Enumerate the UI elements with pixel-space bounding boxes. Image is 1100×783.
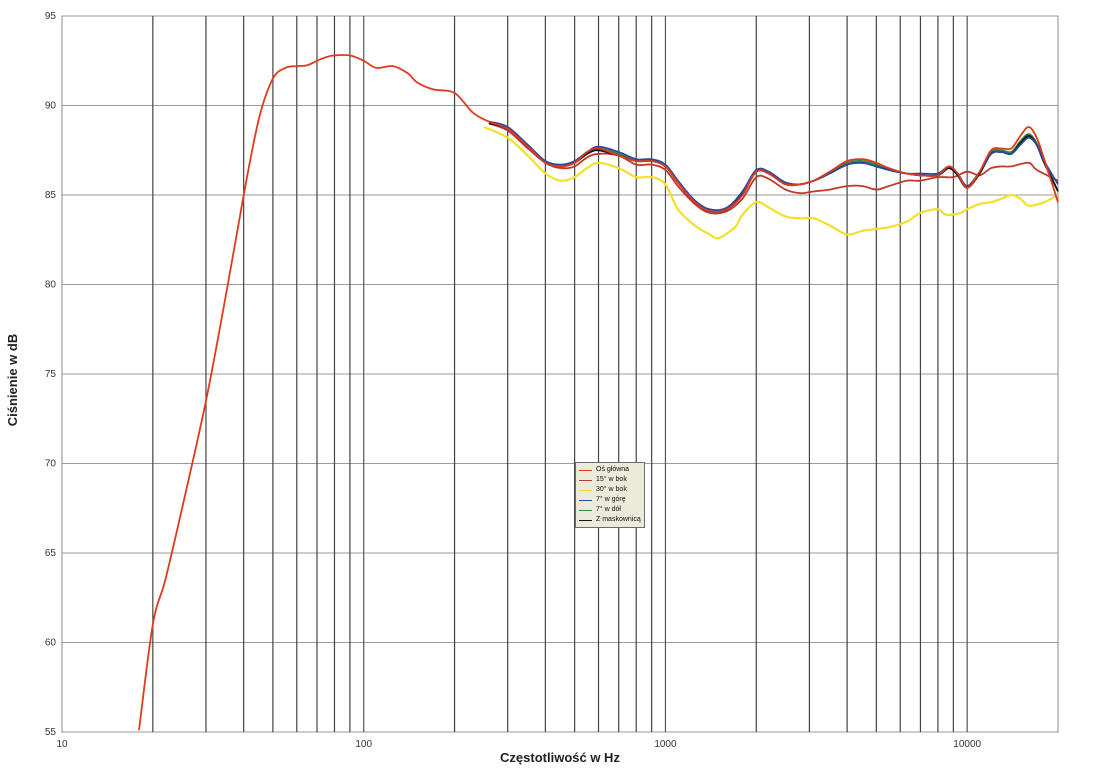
legend-item: 7° w dół — [576, 505, 644, 515]
series-lines — [138, 54, 1059, 731]
y-tick-label: 70 — [45, 459, 57, 470]
legend-swatch — [579, 489, 592, 491]
legend-swatch — [579, 519, 592, 521]
x-tick-label: 100 — [355, 739, 372, 750]
tick-labels: 55 60 65 70 75 80 85 90 95 10 100 1000 10000 — [45, 11, 982, 750]
x-tick-label: 10000 — [953, 739, 981, 750]
x-tick-label: 1000 — [654, 739, 677, 750]
series-line-0 — [138, 54, 1059, 731]
grid-lines — [61, 15, 1059, 733]
legend-label: 7° w górę — [596, 496, 626, 503]
y-tick-label: 85 — [45, 190, 57, 201]
y-tick-label: 75 — [45, 369, 57, 380]
chart-legend: Oś główna 15° w bok 30° w bok 7° w górę 7° w… — [575, 462, 645, 528]
legend-item: 30° w bok — [576, 485, 644, 495]
legend-item: Oś główna — [576, 465, 644, 475]
legend-label: 30° w bok — [596, 486, 627, 493]
legend-label: Z maskownicą — [596, 516, 641, 523]
legend-swatch — [579, 479, 592, 481]
y-tick-label: 60 — [45, 638, 57, 649]
legend-swatch — [579, 469, 592, 471]
y-axis-title: Ciśnienie w dB — [5, 334, 20, 426]
y-tick-label: 65 — [45, 548, 57, 559]
y-tick-label: 95 — [45, 11, 57, 22]
legend-label: 7° w dół — [596, 506, 621, 513]
y-tick-label: 90 — [45, 101, 57, 112]
y-tick-label: 80 — [45, 280, 57, 291]
legend-item: Z maskownicą — [576, 515, 644, 525]
x-tick-label: 10 — [56, 739, 68, 750]
legend-item: 7° w górę — [576, 495, 644, 505]
legend-swatch — [579, 499, 592, 501]
x-axis-title: Częstotliwość w Hz — [500, 750, 620, 765]
legend-label: 15° w bok — [596, 476, 627, 483]
legend-swatch — [579, 509, 592, 511]
series-line-1 — [488, 122, 1059, 215]
legend-item: 15° w bok — [576, 475, 644, 485]
y-tick-label: 55 — [45, 727, 57, 738]
series-line-2 — [483, 125, 1059, 240]
legend-label: Oś główna — [596, 466, 630, 473]
